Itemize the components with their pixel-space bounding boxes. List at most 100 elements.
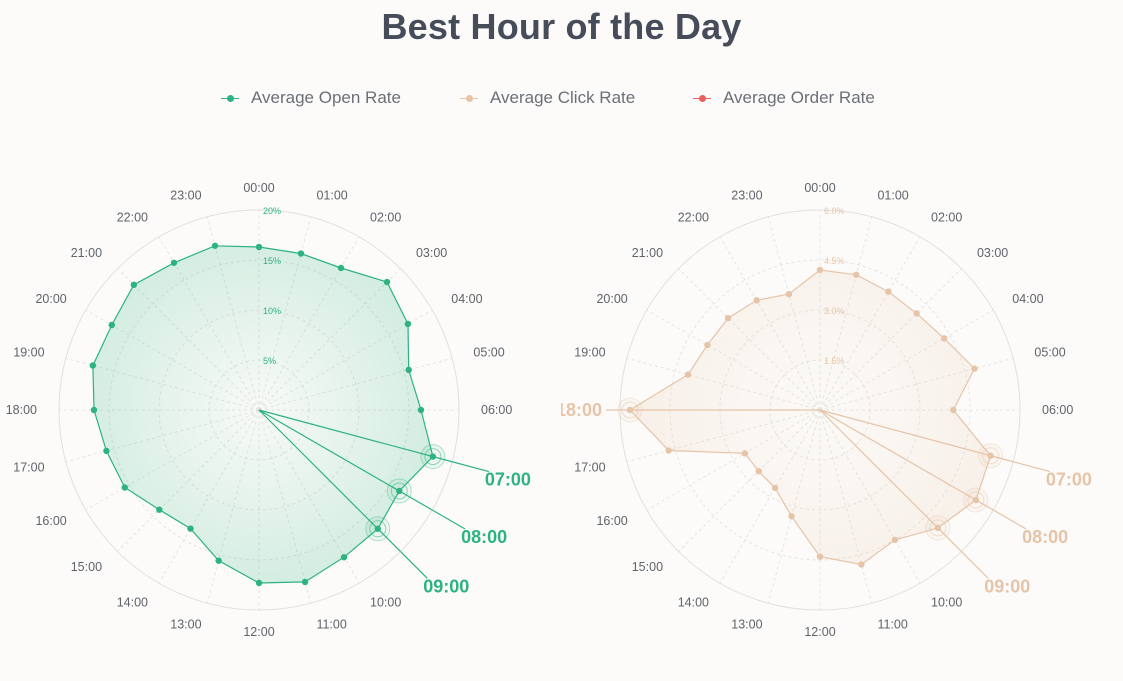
legend-marker-dot xyxy=(465,94,473,102)
data-point-10-00[interactable] xyxy=(891,536,899,544)
data-point-15-00[interactable] xyxy=(755,468,762,475)
highlight-ring-09-00 xyxy=(369,520,387,538)
radial-tick-label: 5% xyxy=(263,356,276,366)
data-point-05-00[interactable] xyxy=(405,366,412,374)
hour-label-21-00: 21:00 xyxy=(71,246,102,260)
data-point-20-00[interactable] xyxy=(108,321,115,329)
hour-label-13-00: 13:00 xyxy=(170,617,201,631)
data-point-01-00[interactable] xyxy=(297,250,305,257)
radial-tick-label: 20% xyxy=(263,206,281,216)
data-point-18-00[interactable] xyxy=(90,406,98,414)
highlight-ring-08-00 xyxy=(390,482,408,500)
data-point-05-00[interactable] xyxy=(971,365,978,372)
hour-label-17-00: 17:00 xyxy=(574,460,605,474)
radial-tick-label: 4.5% xyxy=(824,256,845,266)
hour-label-03-00: 03:00 xyxy=(416,246,447,260)
highlight-ring-08-00 xyxy=(967,491,985,509)
legend: Average Open Rate Average Click Rate Ave… xyxy=(0,88,1123,112)
data-point-09-00[interactable] xyxy=(374,525,381,532)
hour-label-05-00: 05:00 xyxy=(1034,346,1065,360)
legend-item-open-rate[interactable]: Average Open Rate xyxy=(221,88,401,108)
hour-label-02-00: 02:00 xyxy=(931,211,962,225)
legend-marker-dot xyxy=(698,94,706,102)
data-point-18-00[interactable] xyxy=(626,406,634,414)
data-point-15-00[interactable] xyxy=(156,506,163,513)
data-point-09-00[interactable] xyxy=(934,524,942,532)
radial-tick-label: 15% xyxy=(263,256,281,266)
hour-label-23-00: 23:00 xyxy=(170,189,201,203)
legend-label-open-rate: Average Open Rate xyxy=(251,88,401,107)
hour-label-12-00: 12:00 xyxy=(243,625,274,639)
data-point-06-00[interactable] xyxy=(950,406,957,414)
legend-marker-open-rate xyxy=(221,92,239,104)
legend-item-click-rate[interactable]: Average Click Rate xyxy=(460,88,635,108)
callout-label-09-00: 09:00 xyxy=(423,576,469,596)
data-point-02-00[interactable] xyxy=(885,288,892,295)
data-point-14-00[interactable] xyxy=(187,525,194,532)
callout-leader-08-00 xyxy=(992,509,1027,530)
callout-leader-08-00 xyxy=(431,509,466,530)
data-point-10-00[interactable] xyxy=(340,554,348,561)
callout-label-09-00: 09:00 xyxy=(984,576,1030,596)
data-point-04-00[interactable] xyxy=(404,320,412,328)
data-point-21-00[interactable] xyxy=(130,281,138,289)
hour-label-00-00: 00:00 xyxy=(804,181,835,195)
hour-label-10-00: 10:00 xyxy=(370,595,401,609)
data-point-22-00[interactable] xyxy=(170,259,178,266)
data-point-00-00[interactable] xyxy=(255,243,263,251)
hour-label-01-00: 01:00 xyxy=(877,189,908,203)
data-point-19-00[interactable] xyxy=(684,371,692,378)
data-point-08-00[interactable] xyxy=(396,487,403,495)
radial-tick-label: 10% xyxy=(263,306,281,316)
data-point-16-00[interactable] xyxy=(121,484,128,491)
data-point-19-00[interactable] xyxy=(89,362,97,369)
data-point-00-00[interactable] xyxy=(816,266,824,274)
data-point-23-00[interactable] xyxy=(211,242,219,249)
highlight-ray-08-00 xyxy=(819,409,994,511)
data-point-22-00[interactable] xyxy=(753,297,760,304)
callout-leader-09-00 xyxy=(399,550,428,579)
legend-marker-click-rate xyxy=(460,92,478,104)
data-point-11-00[interactable] xyxy=(301,578,309,586)
data-point-04-00[interactable] xyxy=(940,335,948,342)
data-point-23-00[interactable] xyxy=(785,290,793,298)
legend-item-order-rate[interactable]: Average Order Rate xyxy=(693,88,875,108)
callout-label-07-00: 07:00 xyxy=(1046,470,1092,490)
callout-label-07-00: 07:00 xyxy=(485,470,531,490)
callout-label-08-00: 08:00 xyxy=(1022,527,1068,547)
data-point-07-00[interactable] xyxy=(429,453,437,460)
highlight-ray-07-00 xyxy=(258,409,453,463)
data-point-13-00[interactable] xyxy=(215,557,222,564)
legend-label-click-rate: Average Click Rate xyxy=(490,88,636,107)
data-point-06-00[interactable] xyxy=(417,406,425,414)
hour-label-19-00: 19:00 xyxy=(574,346,605,360)
data-point-17-00[interactable] xyxy=(665,447,672,454)
hour-label-16-00: 16:00 xyxy=(35,514,66,528)
data-point-13-00[interactable] xyxy=(788,513,795,520)
data-point-07-00[interactable] xyxy=(987,452,994,459)
legend-marker-dot xyxy=(226,94,234,102)
hour-label-22-00: 22:00 xyxy=(678,211,709,225)
hour-label-22-00: 22:00 xyxy=(117,211,148,225)
hour-label-10-00: 10:00 xyxy=(931,595,962,609)
data-point-14-00[interactable] xyxy=(771,484,779,492)
data-point-12-00[interactable] xyxy=(255,579,263,587)
data-point-16-00[interactable] xyxy=(741,450,749,457)
data-point-03-00[interactable] xyxy=(383,278,391,286)
hour-label-03-00: 03:00 xyxy=(977,246,1008,260)
data-point-01-00[interactable] xyxy=(853,271,860,278)
data-point-20-00[interactable] xyxy=(704,341,711,349)
data-point-21-00[interactable] xyxy=(724,314,732,322)
data-point-17-00[interactable] xyxy=(103,447,110,455)
hour-label-04-00: 04:00 xyxy=(1012,292,1043,306)
highlight-ring-07-00 xyxy=(424,448,442,466)
data-point-03-00[interactable] xyxy=(913,310,920,317)
data-point-12-00[interactable] xyxy=(816,553,824,560)
data-point-11-00[interactable] xyxy=(858,561,865,568)
hour-label-15-00: 15:00 xyxy=(632,560,663,574)
hour-label-17-00: 17:00 xyxy=(13,460,44,474)
data-point-02-00[interactable] xyxy=(337,264,345,272)
highlight-ring-18-00 xyxy=(621,401,639,419)
hour-label-06-00: 06:00 xyxy=(1042,403,1073,417)
data-point-08-00[interactable] xyxy=(972,496,980,504)
